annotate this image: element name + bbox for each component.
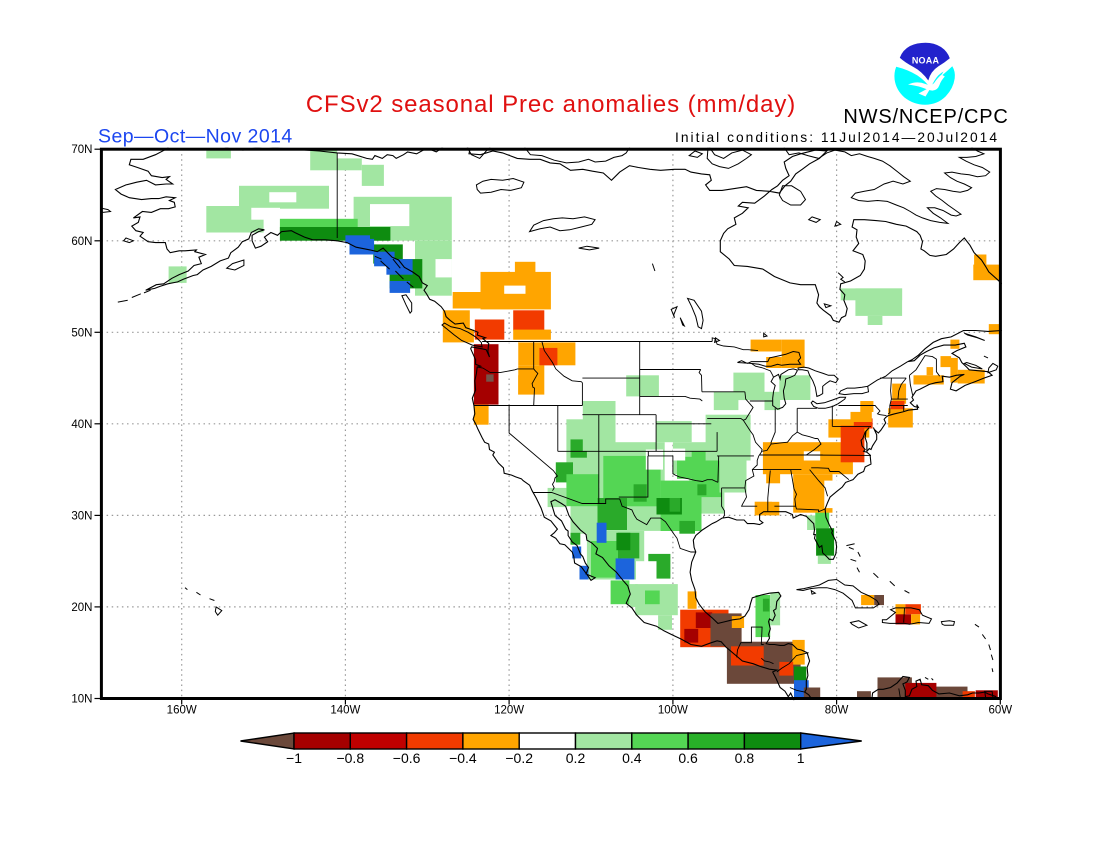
svg-text:−0.4: −0.4	[449, 750, 477, 766]
svg-text:−0.2: −0.2	[505, 750, 533, 766]
svg-text:80W: 80W	[825, 705, 849, 717]
svg-text:20N: 20N	[71, 602, 92, 614]
svg-text:40N: 40N	[71, 419, 92, 431]
svg-text:140W: 140W	[330, 705, 360, 717]
svg-text:NOAA: NOAA	[912, 56, 940, 66]
svg-text:NWS/NCEP/CPC: NWS/NCEP/CPC	[843, 106, 1008, 128]
svg-text:30N: 30N	[71, 510, 92, 522]
svg-text:160W: 160W	[167, 705, 197, 717]
svg-text:120W: 120W	[494, 705, 524, 717]
svg-text:Initial conditions: 11Jul2014—: Initial conditions: 11Jul2014—20Jul2014	[675, 130, 999, 145]
svg-text:−0.8: −0.8	[336, 750, 364, 766]
svg-text:10N: 10N	[71, 694, 92, 706]
svg-text:50N: 50N	[71, 327, 92, 339]
svg-text:100W: 100W	[658, 705, 688, 717]
svg-text:−1: −1	[286, 750, 302, 766]
svg-text:−0.6: −0.6	[393, 750, 421, 766]
svg-text:70N: 70N	[71, 144, 92, 156]
svg-text:0.6: 0.6	[678, 750, 698, 766]
svg-text:60N: 60N	[71, 236, 92, 248]
svg-text:0.8: 0.8	[735, 750, 755, 766]
svg-text:60W: 60W	[988, 705, 1012, 717]
svg-text:0.4: 0.4	[622, 750, 642, 766]
svg-text:0.2: 0.2	[566, 750, 586, 766]
svg-text:1: 1	[797, 750, 805, 766]
svg-text:CFSv2 seasonal Prec anomalies: CFSv2 seasonal Prec anomalies (mm/day)	[306, 91, 796, 118]
svg-text:Sep—Oct—Nov 2014: Sep—Oct—Nov 2014	[98, 126, 293, 148]
